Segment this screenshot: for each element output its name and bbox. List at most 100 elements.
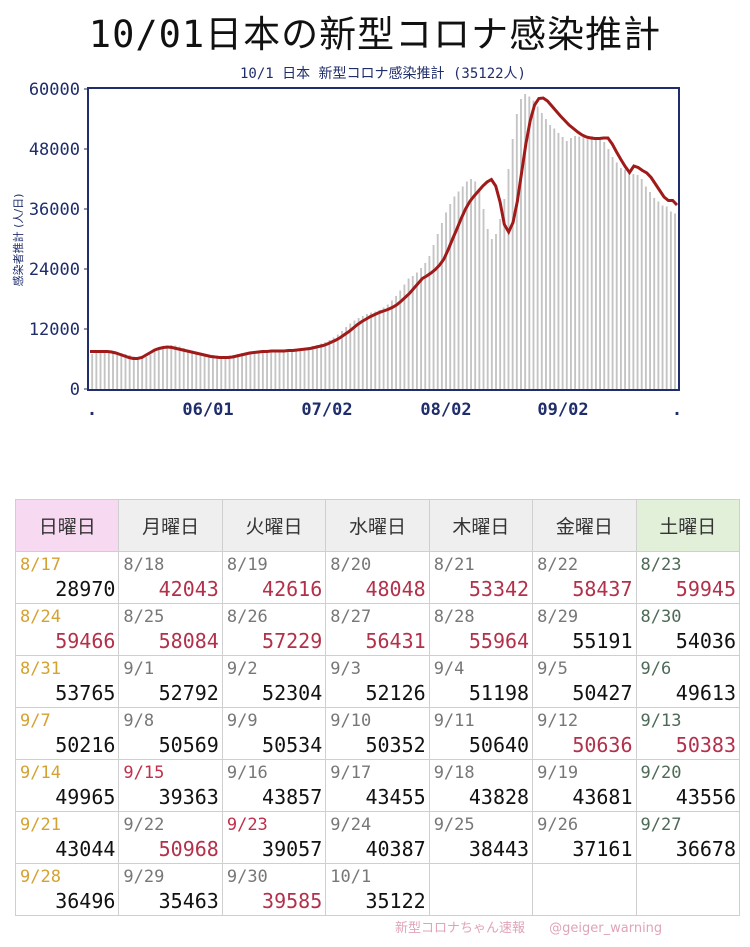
calendar-day: 9/22 50968	[118, 811, 223, 864]
calendar-day: 9/10 50352	[325, 707, 430, 760]
day-value: 43556	[675, 785, 736, 809]
bar	[553, 128, 556, 389]
day-date: 9/13	[640, 711, 682, 731]
day-value: 42043	[158, 577, 219, 601]
calendar-day: 9/30 39585	[221, 863, 327, 916]
bar	[236, 354, 239, 389]
bar	[341, 331, 343, 389]
bar	[532, 100, 535, 389]
day-value: 39363	[158, 785, 219, 809]
x-tick-label: 09/02	[537, 400, 588, 420]
calendar-day: 9/21 43044	[14, 811, 120, 864]
bar	[644, 186, 647, 389]
bar	[345, 327, 348, 389]
bar	[461, 186, 464, 389]
bar	[445, 212, 447, 389]
day-date: 8/18	[123, 555, 165, 575]
bar	[436, 234, 439, 389]
bar	[116, 352, 119, 389]
day-date: 9/15	[123, 763, 165, 783]
day-date: 9/7	[20, 711, 51, 731]
day-value: 28970	[55, 577, 116, 601]
day-value: 39057	[262, 837, 323, 861]
weekday-header: 金曜日	[532, 499, 637, 552]
bar	[549, 125, 552, 389]
day-date: 8/26	[226, 607, 268, 627]
bar	[278, 350, 281, 389]
day-date: 9/3	[330, 659, 361, 679]
calendar-day: 8/23 59945	[635, 551, 741, 604]
day-date: 9/21	[20, 815, 61, 835]
bar	[561, 137, 564, 389]
calendar-week: 8/17 28970 8/18 42043 8/19 42616 8/20 48048 8/21…	[14, 551, 741, 604]
footer-brand: 新型コロナちゃん速報	[395, 921, 526, 936]
bar	[594, 137, 597, 389]
day-value: 50352	[365, 733, 426, 757]
bar	[232, 355, 235, 389]
day-date: 8/21	[433, 555, 475, 575]
calendar-day: 8/22 58437	[532, 551, 637, 604]
bar	[211, 355, 214, 389]
calendar-day: 9/11 50640	[428, 707, 534, 760]
bar	[157, 349, 160, 389]
day-date: 9/22	[123, 815, 165, 835]
calendar-day: 8/30 54036	[635, 603, 741, 656]
day-value: 36496	[55, 889, 116, 913]
x-tick-label: 06/01	[182, 400, 233, 420]
calendar-day: 9/8 50569	[118, 707, 223, 760]
bar	[611, 157, 614, 389]
day-value: 56431	[365, 629, 426, 653]
y-tick-label: 48000	[29, 140, 80, 160]
day-value: 57229	[262, 629, 323, 653]
y-ticks: 0 12000 24000 36000 48000 60000	[29, 80, 88, 400]
bar	[470, 179, 472, 389]
day-date: 8/28	[433, 607, 475, 627]
calendar-day: 9/13 50383	[635, 707, 741, 760]
day-value: 35463	[158, 889, 219, 913]
day-value: 55191	[572, 629, 633, 653]
bar	[316, 345, 318, 389]
bar	[403, 284, 406, 389]
bar	[536, 106, 539, 389]
x-tick-label: 08/02	[420, 400, 471, 420]
day-value: 50534	[262, 733, 323, 757]
bar	[282, 349, 285, 389]
weekday-header: 月曜日	[118, 499, 223, 552]
bar	[103, 351, 106, 389]
x-tick-label: 07/02	[301, 400, 352, 420]
bar	[657, 201, 660, 389]
bar	[95, 353, 98, 389]
calendar-day: 9/7 50216	[14, 707, 120, 760]
day-value: 54036	[675, 629, 736, 653]
bar	[274, 350, 277, 389]
weekday-header: 木曜日	[428, 499, 534, 552]
weekday-header: 水曜日	[325, 499, 430, 552]
bar	[515, 114, 518, 389]
bar	[490, 239, 493, 389]
calendar-day	[635, 863, 741, 916]
bar	[286, 349, 289, 389]
day-date: 9/12	[537, 711, 579, 731]
bar	[153, 351, 156, 389]
calendar-day: 10/1 35122	[325, 863, 430, 916]
day-date: 9/1	[123, 659, 155, 679]
calendar-day: 8/20 48048	[325, 551, 430, 604]
bar	[607, 149, 610, 389]
bar	[636, 175, 639, 389]
day-date: 8/20	[330, 555, 372, 575]
bar	[320, 343, 323, 389]
day-value: 58084	[158, 629, 219, 653]
bar	[132, 356, 135, 389]
day-value: 50636	[572, 733, 633, 757]
bar	[374, 311, 377, 389]
day-date: 8/22	[537, 555, 579, 575]
day-value: 49965	[55, 785, 116, 809]
calendar-week: 8/31 53765 9/1 52792 9/2 52304 9/3 52126 9/4 5119…	[14, 655, 741, 708]
calendar-day: 8/24 59466	[14, 603, 120, 656]
calendar-day: 8/26 57229	[221, 603, 327, 656]
day-date: 10/1	[330, 867, 372, 887]
trend-line	[90, 96, 679, 360]
weekday-header: 土曜日	[635, 499, 741, 552]
bar	[141, 358, 144, 389]
day-value: 50968	[158, 837, 219, 861]
